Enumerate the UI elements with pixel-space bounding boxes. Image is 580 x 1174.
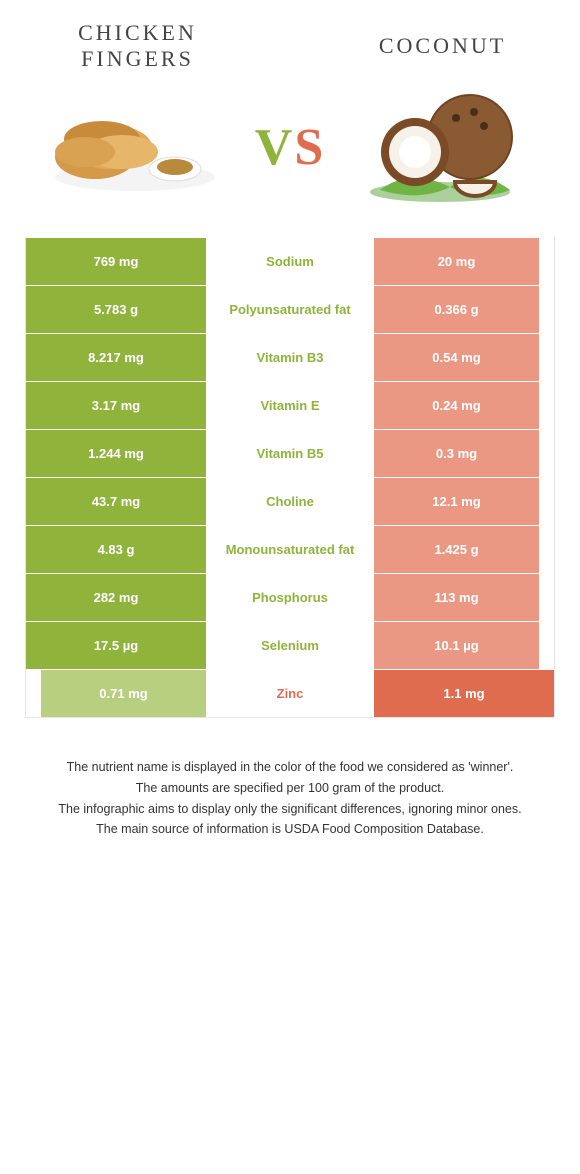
right-value-cell: 20 mg bbox=[374, 238, 539, 285]
table-row: 17.5 µgSelenium10.1 µg bbox=[26, 621, 554, 669]
titles-row: Chicken fingers Coconut bbox=[25, 20, 555, 72]
nutrient-name-cell: Polyunsaturated fat bbox=[206, 286, 374, 333]
left-value-cell: 17.5 µg bbox=[26, 622, 206, 669]
vs-s: S bbox=[294, 119, 325, 176]
vs-v: V bbox=[255, 119, 295, 176]
nutrient-name-cell: Selenium bbox=[206, 622, 374, 669]
footnote-line: The nutrient name is displayed in the co… bbox=[35, 758, 545, 777]
left-food-title: Chicken fingers bbox=[25, 20, 250, 72]
table-row: 1.244 mgVitamin B50.3 mg bbox=[26, 429, 554, 477]
nutrient-name-cell: Vitamin B5 bbox=[206, 430, 374, 477]
left-value-cell: 1.244 mg bbox=[26, 430, 206, 477]
vs-label: VS bbox=[255, 118, 325, 177]
table-row: 0.71 mgZinc1.1 mg bbox=[26, 669, 554, 717]
comparison-table: 769 mgSodium20 mg5.783 gPolyunsaturated … bbox=[25, 237, 555, 718]
chicken-fingers-icon bbox=[50, 97, 220, 197]
nutrient-name-cell: Monounsaturated fat bbox=[206, 526, 374, 573]
left-value-cell: 769 mg bbox=[26, 238, 206, 285]
right-value-cell: 0.54 mg bbox=[374, 334, 539, 381]
table-row: 8.217 mgVitamin B30.54 mg bbox=[26, 333, 554, 381]
table-row: 769 mgSodium20 mg bbox=[26, 237, 554, 285]
footnote-line: The infographic aims to display only the… bbox=[35, 800, 545, 819]
left-value-cell: 43.7 mg bbox=[26, 478, 206, 525]
left-value-cell: 282 mg bbox=[26, 574, 206, 621]
right-value-cell: 1.1 mg bbox=[374, 670, 554, 717]
right-value-cell: 1.425 g bbox=[374, 526, 539, 573]
nutrient-name-cell: Sodium bbox=[206, 238, 374, 285]
images-row: VS bbox=[25, 82, 555, 212]
table-row: 4.83 gMonounsaturated fat1.425 g bbox=[26, 525, 554, 573]
footnotes: The nutrient name is displayed in the co… bbox=[25, 758, 555, 839]
footnote-line: The main source of information is USDA F… bbox=[35, 820, 545, 839]
nutrient-name-cell: Phosphorus bbox=[206, 574, 374, 621]
table-row: 282 mgPhosphorus113 mg bbox=[26, 573, 554, 621]
nutrient-name-cell: Vitamin E bbox=[206, 382, 374, 429]
right-value-cell: 0.3 mg bbox=[374, 430, 539, 477]
right-value-cell: 113 mg bbox=[374, 574, 539, 621]
right-food-title: Coconut bbox=[330, 33, 555, 59]
left-value-cell: 0.71 mg bbox=[41, 670, 206, 717]
table-row: 3.17 mgVitamin E0.24 mg bbox=[26, 381, 554, 429]
footnote-line: The amounts are specified per 100 gram o… bbox=[35, 779, 545, 798]
infographic: Chicken fingers Coconut VS bbox=[0, 0, 580, 871]
left-value-cell: 8.217 mg bbox=[26, 334, 206, 381]
right-food-image bbox=[335, 82, 555, 212]
nutrient-name-cell: Choline bbox=[206, 478, 374, 525]
coconut-icon bbox=[360, 82, 530, 212]
nutrient-name-cell: Zinc bbox=[206, 670, 374, 717]
left-food-image bbox=[25, 82, 245, 212]
table-row: 5.783 gPolyunsaturated fat0.366 g bbox=[26, 285, 554, 333]
right-value-cell: 10.1 µg bbox=[374, 622, 539, 669]
table-row: 43.7 mgCholine12.1 mg bbox=[26, 477, 554, 525]
right-value-cell: 0.366 g bbox=[374, 286, 539, 333]
left-value-cell: 5.783 g bbox=[26, 286, 206, 333]
right-value-cell: 0.24 mg bbox=[374, 382, 539, 429]
left-value-cell: 3.17 mg bbox=[26, 382, 206, 429]
right-value-cell: 12.1 mg bbox=[374, 478, 539, 525]
left-value-cell: 4.83 g bbox=[26, 526, 206, 573]
nutrient-name-cell: Vitamin B3 bbox=[206, 334, 374, 381]
